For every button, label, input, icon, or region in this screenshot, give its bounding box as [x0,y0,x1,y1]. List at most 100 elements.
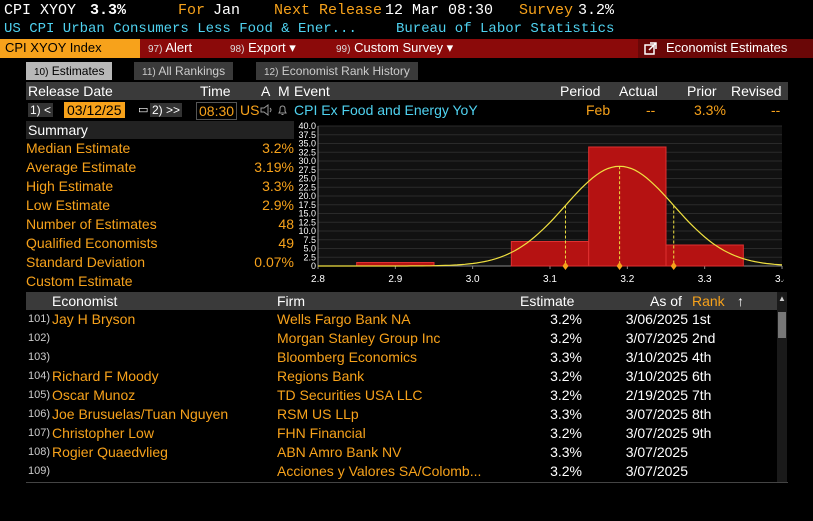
scrollbar-thumb[interactable] [778,312,786,338]
economist-table-body: 101) Jay H Bryson Wells Fargo Bank NA 3.2% 3… [26,310,777,482]
economist-name[interactable]: Jay H Bryson [52,311,136,327]
prev-release-button[interactable]: 1) < [28,103,54,117]
release-date-input[interactable]: 03/12/25 [64,102,125,118]
economist-name[interactable]: Oscar Munoz [52,387,136,403]
firm-name[interactable]: ABN Amro Bank NV [277,444,402,460]
col-time: Time [200,83,231,99]
event-name[interactable]: CPI Ex Food and Energy YoY [294,102,478,118]
summary-row: High Estimate 3.3% [26,178,294,197]
histogram-bar [665,244,744,267]
table-row[interactable]: 109) Acciones y Valores SA/Colomb... 3.2% 3… [26,462,777,481]
summary-value: 3.3% [262,178,294,194]
firm-name[interactable]: Wells Fargo Bank NA [277,311,411,327]
economist-name[interactable]: Richard F Moody [52,368,159,384]
rank-value: 7th [692,387,712,403]
scroll-up-arrow-icon[interactable]: ▲ [778,294,786,303]
x-tick-label: 2.8 [311,274,325,285]
divider [26,482,788,483]
summary-label: Qualified Economists [26,235,158,251]
as-of-date: 3/07/2025 [625,425,688,441]
sort-up-arrow-icon[interactable]: ↑ [737,293,744,309]
table-row[interactable]: 107) Christopher Low FHN Financial 3.2% 3/07… [26,424,777,443]
as-of-date: 3/07/2025 [625,463,688,479]
firm-name[interactable]: Morgan Stanley Group Inc [277,330,441,346]
table-scrollbar[interactable]: ▲ [777,292,787,482]
summary-row: Qualified Economists 49 [26,235,294,254]
summary-value: 3.2% [262,140,294,156]
tab-label: Economist Rank History [281,64,410,78]
economist-name[interactable]: Joe Brusuelas/Tuan Nguyen [52,406,229,422]
firm-name[interactable]: FHN Financial [277,425,366,441]
table-row[interactable]: 106) Joe Brusuelas/Tuan Nguyen RSM US LLp 3… [26,405,777,424]
summary-value: 48 [278,216,294,232]
rank-value: 2nd [692,330,716,346]
col-as-of[interactable]: As of [650,293,682,309]
rank-value: 4th [692,349,712,365]
next-release-value: 12 Mar 08:30 [385,2,494,19]
estimate-value: 3.2% [550,387,582,403]
col-period: Period [560,83,601,99]
release-actual: -- [646,102,656,118]
table-row[interactable]: 105) Oscar Munoz TD Securities USA LLC 3.2%… [26,386,777,405]
summary-row[interactable]: Custom Estimate [26,273,294,292]
estimate-value: 3.3% [550,349,582,365]
normal-curve [318,165,783,267]
firm-name[interactable]: Bloomberg Economics [277,349,418,365]
speaker-icon[interactable] [260,104,273,116]
table-row[interactable]: 102) Morgan Stanley Group Inc 3.2% 3/07/202… [26,329,777,348]
economist-name[interactable]: Christopher Low [52,425,154,441]
tab-num: 11) [142,67,156,78]
firm-name[interactable]: Acciones y Valores SA/Colomb... [277,463,482,479]
bell-icon[interactable] [277,104,288,116]
economist-name[interactable]: Rogier Quaedvlieg [52,444,168,460]
estimate-value: 3.2% [550,311,582,327]
col-release-date: Release Date [28,83,113,99]
table-row[interactable]: 101) Jay H Bryson Wells Fargo Bank NA 3.2% 3… [26,310,777,329]
header-bar: CPI XYOY 3.3% For Jan Next Release 12 Ma… [0,0,813,21]
tab-estimates[interactable]: 10) Estimates [26,62,113,80]
next-release-label: Next Release [274,2,383,19]
release-row: 1) < 03/12/25 ▭ 2) >> 08:30 US CPI Ex Fo… [26,101,788,120]
firm-name[interactable]: TD Securities USA LLC [277,387,423,403]
row-number: 108) [28,446,51,458]
summary-label: Standard Deviation [26,254,146,270]
tab-label: Estimates [51,64,105,78]
col-estimate[interactable]: Estimate [520,293,575,309]
custom-survey-menu[interactable]: 99) Custom Survey ▾ [336,40,453,56]
table-row[interactable]: 108) Rogier Quaedvlieg ABN Amro Bank NV 3.3… [26,443,777,462]
row-number: 103) [28,351,51,363]
as-of-date: 2/19/2025 [625,387,688,403]
col-firm[interactable]: Firm [277,293,305,309]
release-prior: 3.3% [694,102,726,118]
menu-bar: CPI XYOY Index 97) Alert 98) Export ▾ 99… [0,39,813,58]
col-rank[interactable]: Rank [692,293,725,309]
table-row[interactable]: 103) Bloomberg Economics 3.3% 3/10/2025 4th [26,348,777,367]
firm-name[interactable]: Regions Bank [277,368,365,384]
tab-economist-rank-history[interactable]: 12) Economist Rank History [256,62,418,80]
y-tick-label: 35.0 [298,139,316,149]
ticker-index-box[interactable]: CPI XYOY Index [0,39,140,58]
custom-survey-label: Custom Survey [354,40,443,55]
alert-menu[interactable]: 97) Alert [148,40,192,55]
rank-value: 8th [692,406,712,422]
summary-value: 49 [278,235,294,251]
country-code: US [240,102,260,118]
next-release-button[interactable]: 2) >> [150,103,183,117]
summary-row: Median Estimate 3.2% [26,140,294,159]
as-of-date: 3/06/2025 [625,311,688,327]
estimate-value: 3.2% [550,463,582,479]
estimate-value: 3.3% [550,444,582,460]
survey-value: 3.2% [578,2,615,19]
export-menu[interactable]: 98) Export ▾ [230,40,296,56]
tab-all-rankings[interactable]: 11) All Rankings [134,62,234,80]
col-economist[interactable]: Economist [52,293,118,309]
summary-row: Standard Deviation 0.07% [26,254,294,273]
economist-estimates-button[interactable]: Economist Estimates [638,39,813,58]
summary-label: Number of Estimates [26,216,157,232]
firm-name[interactable]: RSM US LLp [277,406,359,422]
calendar-icon[interactable]: ▭ [138,104,149,116]
col-prior: Prior [687,83,717,99]
table-row[interactable]: 104) Richard F Moody Regions Bank 3.2% 3/10/… [26,367,777,386]
x-tick-label: 2.9 [388,274,402,285]
y-tick-label: 10.0 [298,226,316,236]
